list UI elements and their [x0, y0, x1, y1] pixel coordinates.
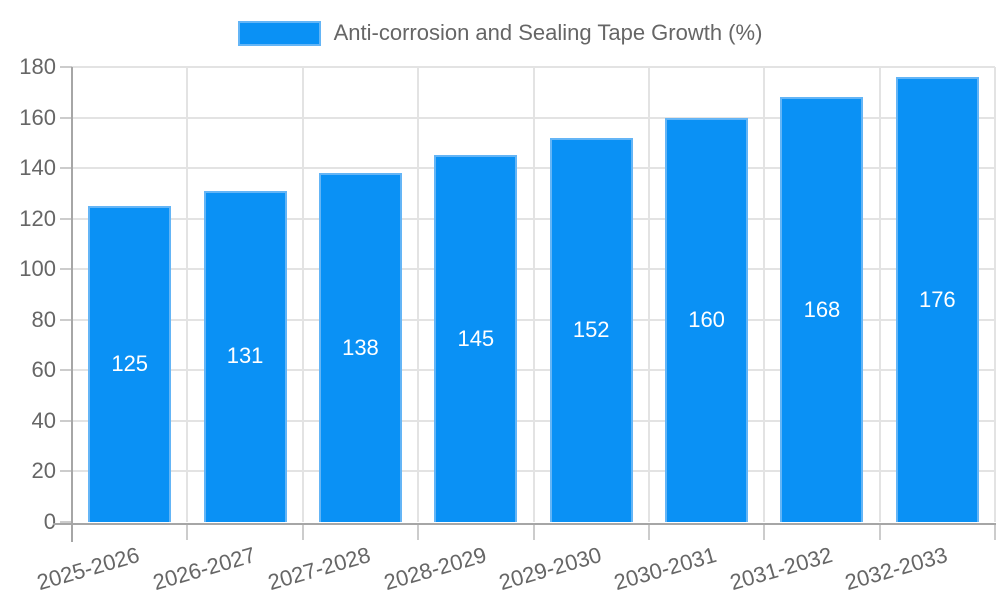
x-gridline	[763, 67, 766, 522]
y-axis-tick	[60, 217, 72, 220]
x-axis-tick	[532, 524, 535, 540]
x-axis-tick	[417, 524, 420, 540]
y-axis-tick	[60, 268, 72, 271]
y-axis-tick	[60, 318, 72, 321]
y-axis-tick-label: 20	[31, 458, 56, 484]
bar-value-label: 131	[226, 343, 264, 369]
y-axis-tick-label: 120	[19, 205, 56, 231]
bar	[549, 137, 633, 522]
bar-value-label: 145	[457, 325, 495, 351]
legend-item[interactable]: Anti-corrosion and Sealing Tape Growth (…	[237, 20, 763, 46]
x-axis-tick	[878, 524, 881, 540]
x-axis-tick-label: 2031-2032	[726, 542, 835, 596]
bar-value-label: 138	[342, 334, 379, 360]
x-gridline	[994, 67, 996, 522]
x-gridline	[417, 67, 420, 522]
bar	[203, 190, 287, 522]
y-axis-tick-label: 180	[19, 54, 56, 79]
y-axis-tick-label: 100	[19, 256, 56, 282]
x-axis-tick-label: 2030-2031	[611, 542, 720, 596]
x-axis-tick	[647, 524, 650, 540]
x-gridline	[878, 67, 881, 522]
bar	[895, 77, 979, 522]
x-axis-tick	[186, 524, 189, 540]
x-axis-tick	[994, 524, 996, 540]
x-axis-tick-label: 2027-2028	[265, 542, 374, 596]
y-axis-tick	[60, 369, 72, 372]
bar	[780, 97, 864, 522]
y-axis-tick	[60, 66, 72, 68]
x-axis-tick	[301, 524, 304, 540]
legend-label: Anti-corrosion and Sealing Tape Growth (…	[333, 20, 763, 45]
x-gridline	[647, 67, 650, 522]
y-axis-tick-label: 80	[31, 306, 56, 332]
legend: Anti-corrosion and Sealing Tape Growth (…	[0, 20, 1000, 46]
bar-value-label: 168	[803, 296, 841, 322]
bar	[88, 206, 172, 522]
y-axis-tick-label: 0	[43, 509, 56, 534]
x-axis-tick	[763, 524, 766, 540]
y-axis-tick	[60, 470, 72, 473]
x-axis-tick-label: 2026-2027	[149, 542, 258, 596]
x-gridline	[186, 67, 189, 522]
x-gridline	[301, 67, 304, 522]
bar	[665, 117, 749, 522]
x-axis-tick-label: 2029-2030	[496, 542, 605, 596]
x-axis-tick-label: 2028-2029	[380, 542, 489, 596]
x-axis-line	[53, 523, 996, 525]
bar	[434, 155, 518, 522]
y-axis-tick	[60, 419, 72, 422]
x-gridline	[532, 67, 535, 522]
x-axis-tick-label: 2025-2026	[34, 542, 143, 596]
bar-value-label: 160	[688, 306, 725, 332]
y-axis-tick	[60, 167, 72, 170]
bar-value-label: 176	[918, 286, 956, 312]
bar	[318, 173, 402, 522]
x-axis-tick-label: 2032-2033	[842, 542, 951, 596]
y-axis-tick-label: 60	[31, 357, 56, 383]
legend-color-swatch	[237, 20, 321, 46]
y-axis-tick-label: 40	[31, 407, 56, 433]
y-axis-tick-label: 160	[19, 104, 56, 130]
y-axis-line	[71, 67, 73, 542]
bar-value-label: 125	[111, 351, 149, 376]
y-axis-tick	[60, 521, 72, 523]
y-axis-tick	[60, 116, 72, 119]
bar-value-label: 152	[572, 316, 610, 342]
y-axis-tick-label: 140	[19, 155, 56, 181]
